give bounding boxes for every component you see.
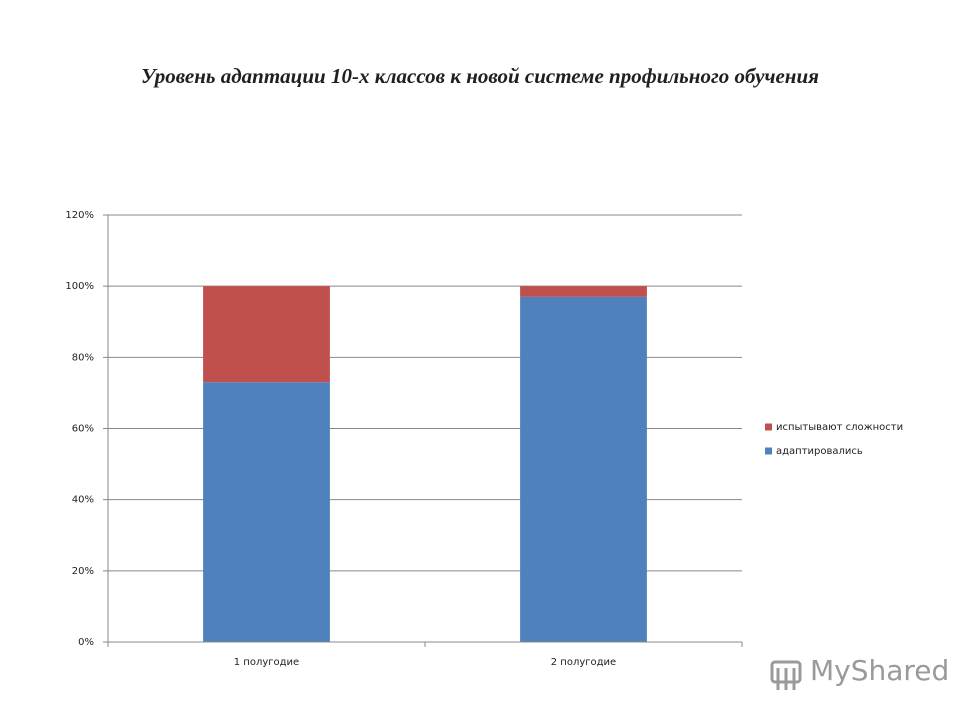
y-tick-label: 0% <box>78 637 94 648</box>
y-tick-label: 120% <box>65 210 94 221</box>
y-tick-label: 40% <box>72 495 94 506</box>
legend-label: адаптировались <box>776 446 863 457</box>
legend-swatch <box>765 447 772 455</box>
bar-segment <box>203 382 330 642</box>
bar-segment <box>520 286 647 297</box>
watermark-icon <box>770 660 802 690</box>
watermark: MyShared <box>810 654 950 687</box>
y-tick-label: 100% <box>65 281 94 292</box>
x-tick-label: 1 полугодие <box>234 657 299 668</box>
legend-swatch <box>765 423 772 431</box>
y-tick-label: 80% <box>72 352 94 363</box>
y-tick-label: 60% <box>72 424 94 435</box>
bar-segment <box>520 296 647 642</box>
bar-segment <box>203 286 330 383</box>
legend-label: испытывают сложности <box>776 422 903 433</box>
chart-title: Уровень адаптации 10-х классов к новой с… <box>141 64 819 88</box>
y-tick-label: 20% <box>72 566 94 577</box>
x-tick-label: 2 полугодие <box>551 657 616 668</box>
